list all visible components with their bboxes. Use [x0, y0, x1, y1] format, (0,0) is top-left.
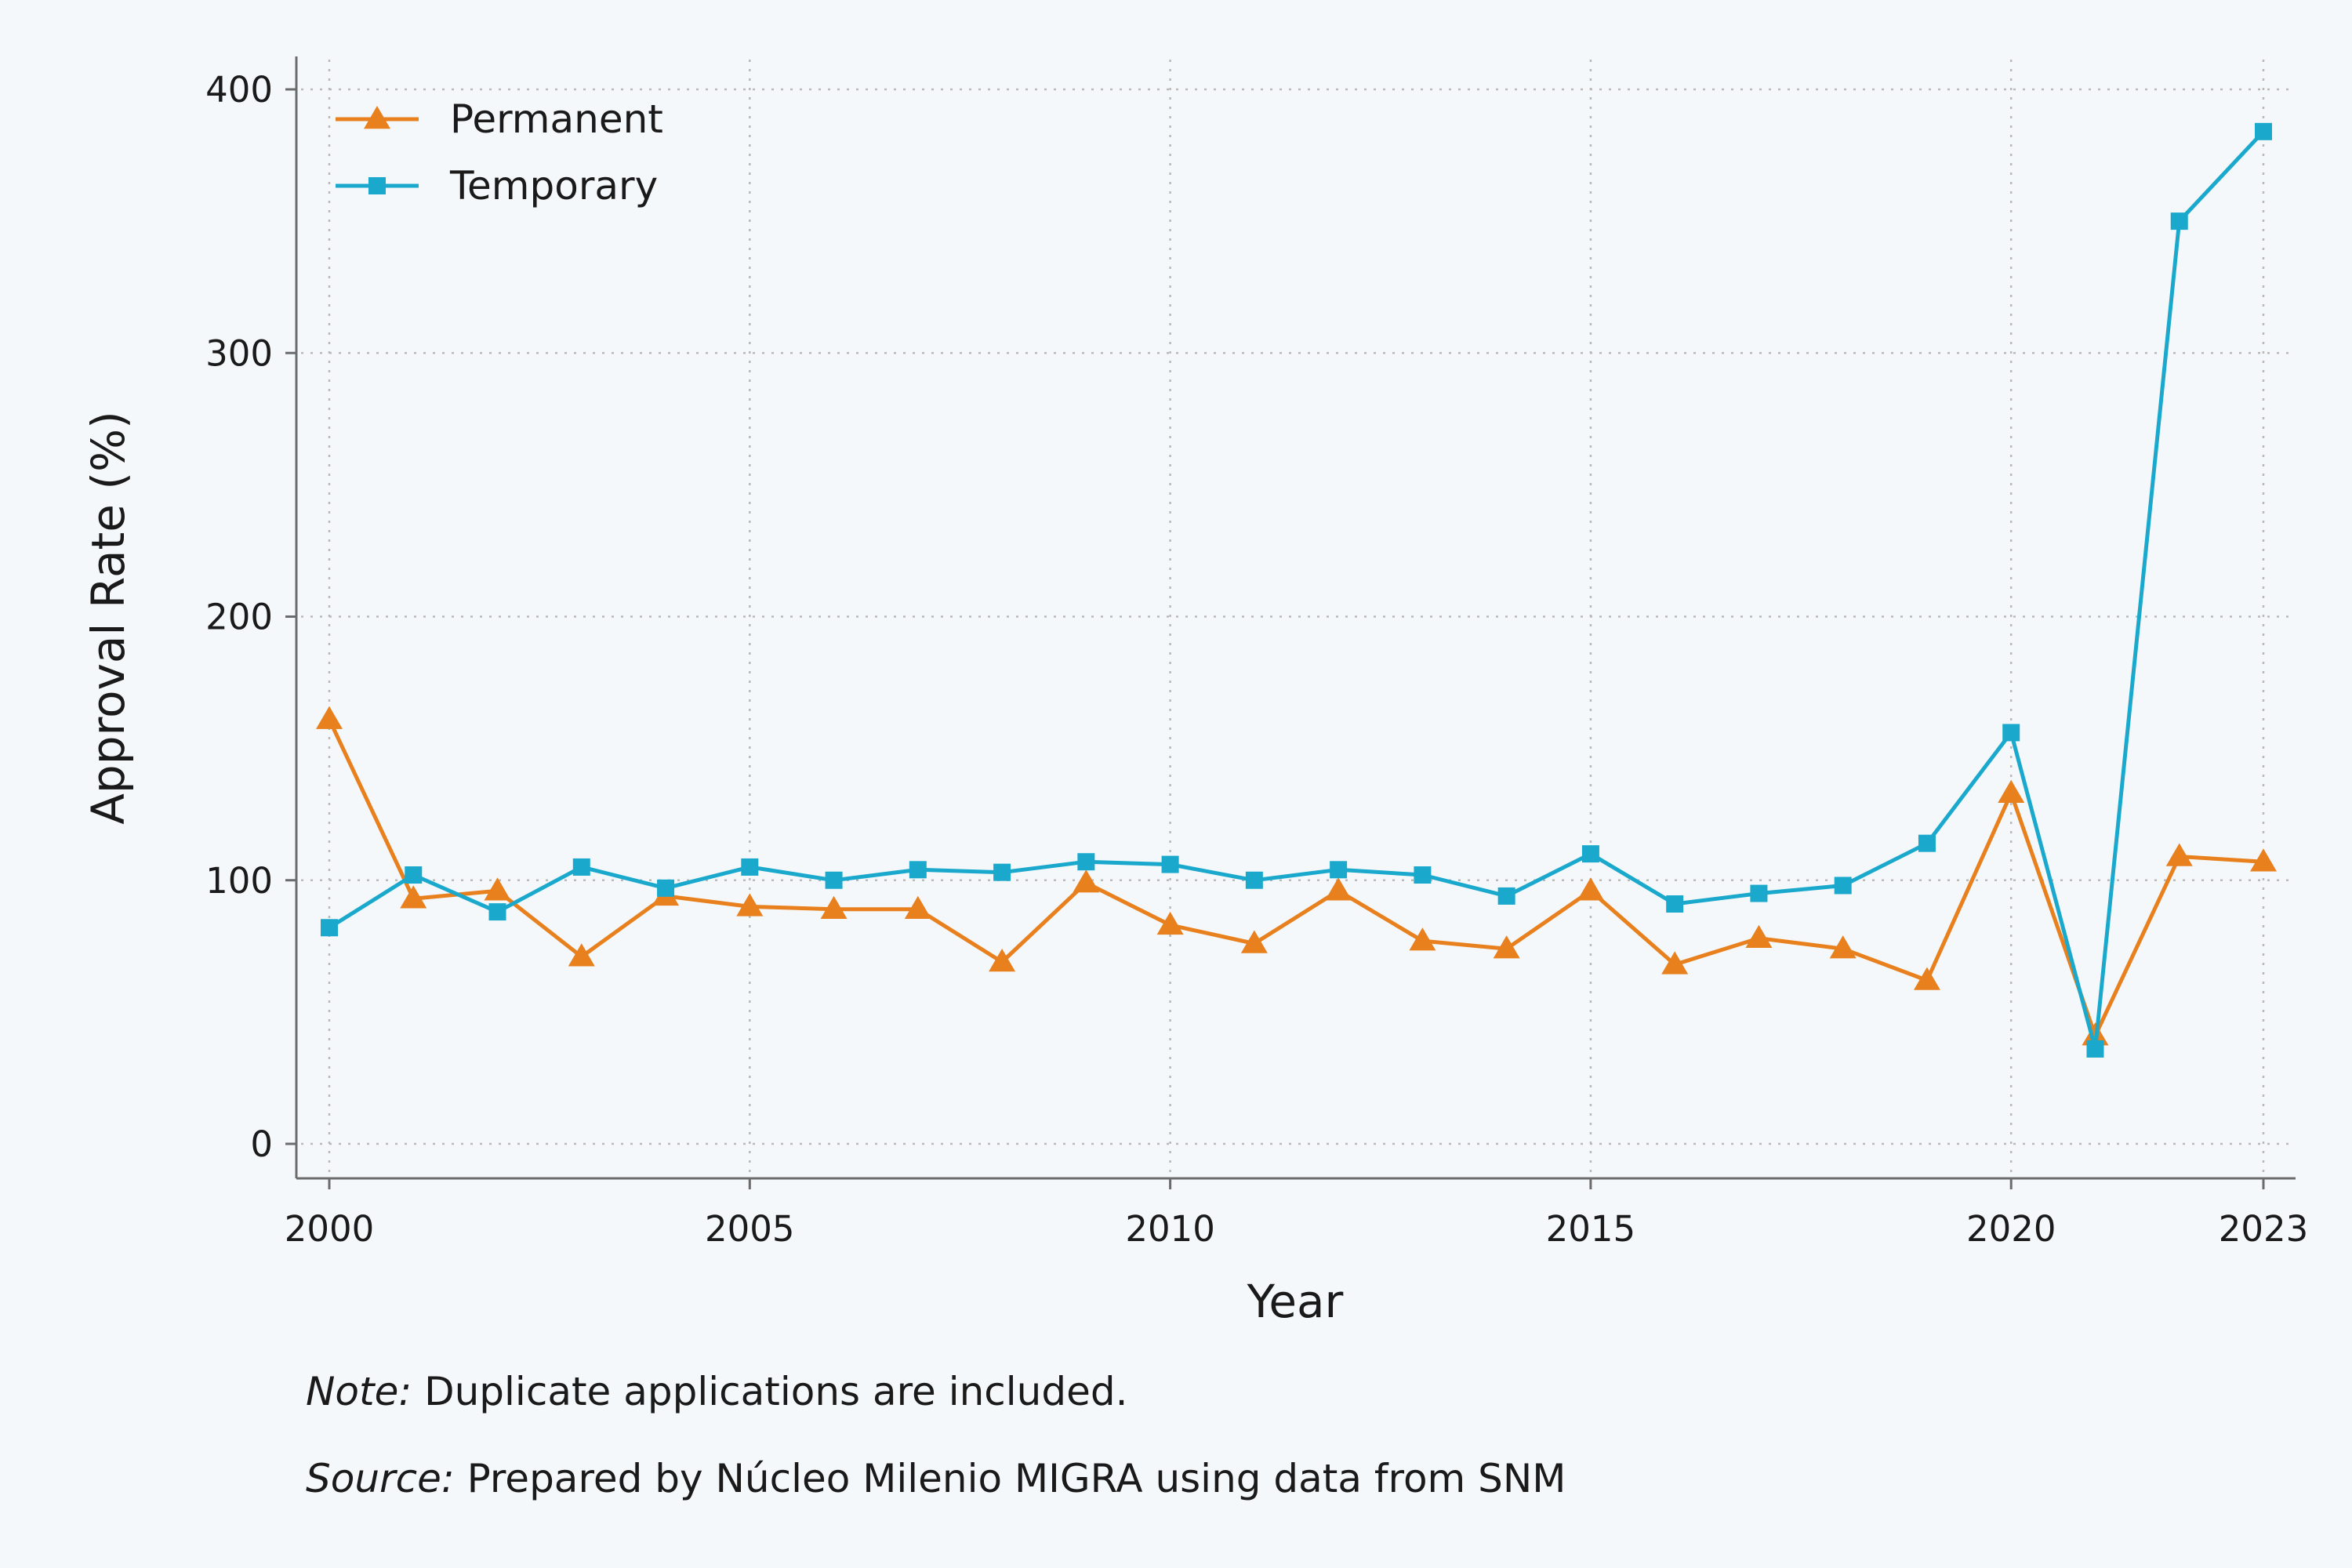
legend-marker [364, 106, 390, 129]
data-point [1330, 861, 1348, 879]
series-temporary [321, 122, 2272, 1058]
legend-marker [368, 177, 386, 194]
data-point [1414, 866, 1432, 884]
data-point [1913, 967, 1940, 990]
data-point [400, 885, 427, 909]
data-point [1581, 845, 1599, 863]
data-point [1661, 951, 1689, 975]
data-point [2255, 122, 2272, 140]
data-point [1497, 887, 1515, 905]
y-tick-label: 100 [205, 860, 273, 902]
data-point [1161, 855, 1179, 873]
data-point [1750, 884, 1768, 902]
data-point [1745, 924, 1773, 948]
note-prefix: Note: [306, 1369, 412, 1414]
data-point [741, 858, 759, 876]
x-tick-label: 2000 [285, 1208, 375, 1250]
x-tick-label: 2010 [1125, 1208, 1215, 1250]
legend: Permanent Temporary [336, 96, 663, 209]
source-prefix: Source: [306, 1456, 455, 1501]
data-point [1918, 834, 1936, 852]
data-point [1493, 935, 1520, 959]
x-tick-label: 2005 [705, 1208, 795, 1250]
legend-entry: Permanent [336, 96, 663, 142]
note-body: Duplicate applications are included. [412, 1369, 1127, 1414]
x-tick-label: 2023 [2219, 1208, 2309, 1250]
data-point [1325, 877, 1352, 901]
data-point [1156, 911, 1184, 935]
data-point [657, 879, 675, 897]
data-point [1829, 935, 1857, 959]
data-point [484, 877, 511, 901]
legend-label: Temporary [449, 163, 658, 209]
data-point [2002, 724, 2020, 742]
legend-entry: Temporary [336, 163, 658, 209]
source-body: Prepared by Núcleo Milenio MIGRA using d… [455, 1456, 1566, 1501]
data-point [825, 871, 843, 889]
data-point [316, 706, 343, 729]
source-line: Source: Prepared by Núcleo Milenio MIGRA… [306, 1456, 1566, 1501]
series-line [328, 130, 2265, 1051]
y-tick-label: 0 [250, 1123, 273, 1165]
data-point [820, 895, 848, 919]
data-point [2170, 212, 2188, 230]
data-point [1073, 869, 1100, 893]
data-point [488, 903, 506, 921]
ticks: 0 100 200 300 400 2000 2005 2010 2015 2020 2023 [205, 69, 2308, 1250]
data-point [1077, 853, 1095, 871]
y-tick-label: 400 [205, 69, 273, 111]
grid [301, 60, 2296, 1174]
y-axis-title: Approval Rate (%) [82, 411, 135, 825]
data-point [572, 858, 590, 876]
x-tick-label: 2020 [1966, 1208, 2056, 1250]
data-point [568, 943, 595, 967]
data-point [1245, 871, 1263, 889]
data-point [321, 919, 338, 937]
x-tick-label: 2015 [1546, 1208, 1636, 1250]
data-point [1409, 927, 1436, 951]
data-point [2250, 848, 2277, 872]
series-layer [316, 122, 2277, 1058]
data-point [1834, 877, 1852, 895]
legend-label: Permanent [450, 96, 663, 142]
data-point [989, 948, 1016, 972]
data-point [405, 866, 423, 884]
x-axis-title: Year [1247, 1275, 1344, 1328]
y-tick-label: 300 [205, 332, 273, 374]
series-line [327, 718, 2264, 1038]
data-point [1666, 895, 1684, 913]
data-point [2165, 843, 2193, 866]
data-point [1577, 877, 1604, 901]
data-point [2086, 1040, 2104, 1058]
data-point [909, 861, 927, 879]
data-point [993, 863, 1011, 881]
y-tick-label: 200 [205, 597, 273, 638]
note-line: Note: Duplicate applications are include… [306, 1369, 1128, 1414]
data-point [1240, 930, 1268, 953]
data-point [736, 893, 764, 916]
data-point [1998, 779, 2025, 804]
data-point [904, 895, 931, 919]
